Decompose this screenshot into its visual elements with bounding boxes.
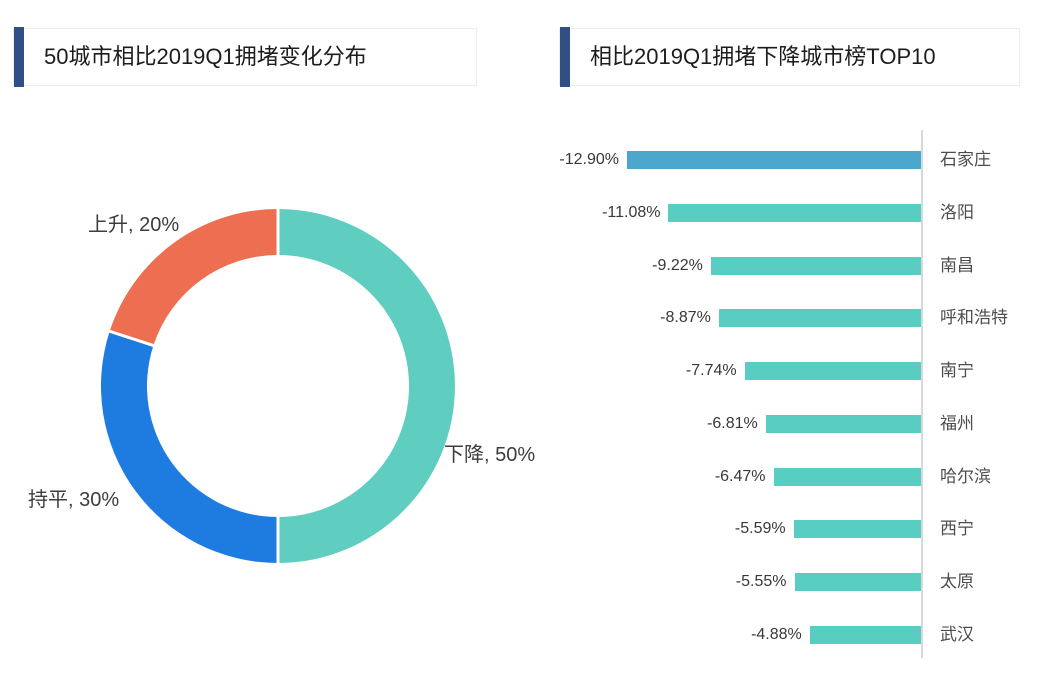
bar-value-label: -5.55%: [735, 573, 787, 590]
bar-chart-title: 相比2019Q1拥堵下降城市榜TOP10: [590, 44, 936, 69]
title-accent-bar: [560, 27, 570, 87]
donut-label-decline: 下降, 50%: [444, 444, 536, 466]
bar-category-label: 太原: [940, 572, 974, 591]
bar-value-label: -9.22%: [652, 257, 703, 274]
bar-太原: [794, 573, 921, 591]
bar-category-label: 西宁: [940, 519, 974, 538]
donut-label-rise: 上升, 20%: [88, 214, 180, 236]
donut-chart-title-box: 50城市相比2019Q1拥堵变化分布: [13, 27, 477, 87]
bar-石家庄: [627, 151, 921, 169]
bar-value-label: -5.59%: [734, 520, 786, 537]
donut-label-flat: 持平, 30%: [28, 489, 120, 511]
bar-西宁: [793, 520, 921, 538]
bar-福州: [765, 415, 921, 433]
bar-category-label: 南昌: [940, 256, 974, 275]
donut-chart-title: 50城市相比2019Q1拥堵变化分布: [44, 44, 367, 69]
donut-segment-下降: [278, 209, 455, 563]
bar-武汉: [809, 626, 921, 644]
bar-南宁: [744, 362, 921, 380]
donut-segment-持平: [100, 331, 278, 563]
bar-category-label: 福州: [940, 414, 974, 433]
bar-value-label: -4.88%: [751, 626, 802, 643]
bar-category-label: 哈尔滨: [940, 467, 991, 486]
bar-value-label: -6.47%: [714, 468, 766, 485]
bar-category-label: 呼和浩特: [940, 308, 1008, 327]
bar-value-label: -8.87%: [660, 309, 711, 326]
bar-value-label: -6.81%: [707, 415, 758, 432]
bar-value-label: -12.90%: [559, 151, 619, 168]
bar-category-label: 洛阳: [940, 203, 974, 222]
bar-chart-title-box: 相比2019Q1拥堵下降城市榜TOP10: [559, 27, 1020, 87]
donut-segment-上升: [109, 209, 278, 346]
bar-chart-axis-line: [921, 130, 923, 658]
title-accent-bar: [14, 27, 24, 87]
bar-category-label: 武汉: [940, 625, 974, 644]
bar-category-label: 南宁: [940, 361, 974, 380]
bar-value-label: -11.08%: [602, 204, 661, 221]
donut-segment-separator: [108, 329, 155, 348]
bar-南昌: [710, 257, 921, 275]
bar-category-label: 石家庄: [940, 150, 991, 169]
bar-value-label: -7.74%: [685, 362, 737, 379]
bar-呼和浩特: [718, 309, 921, 327]
bar-洛阳: [668, 204, 921, 222]
bar-哈尔滨: [773, 468, 921, 486]
